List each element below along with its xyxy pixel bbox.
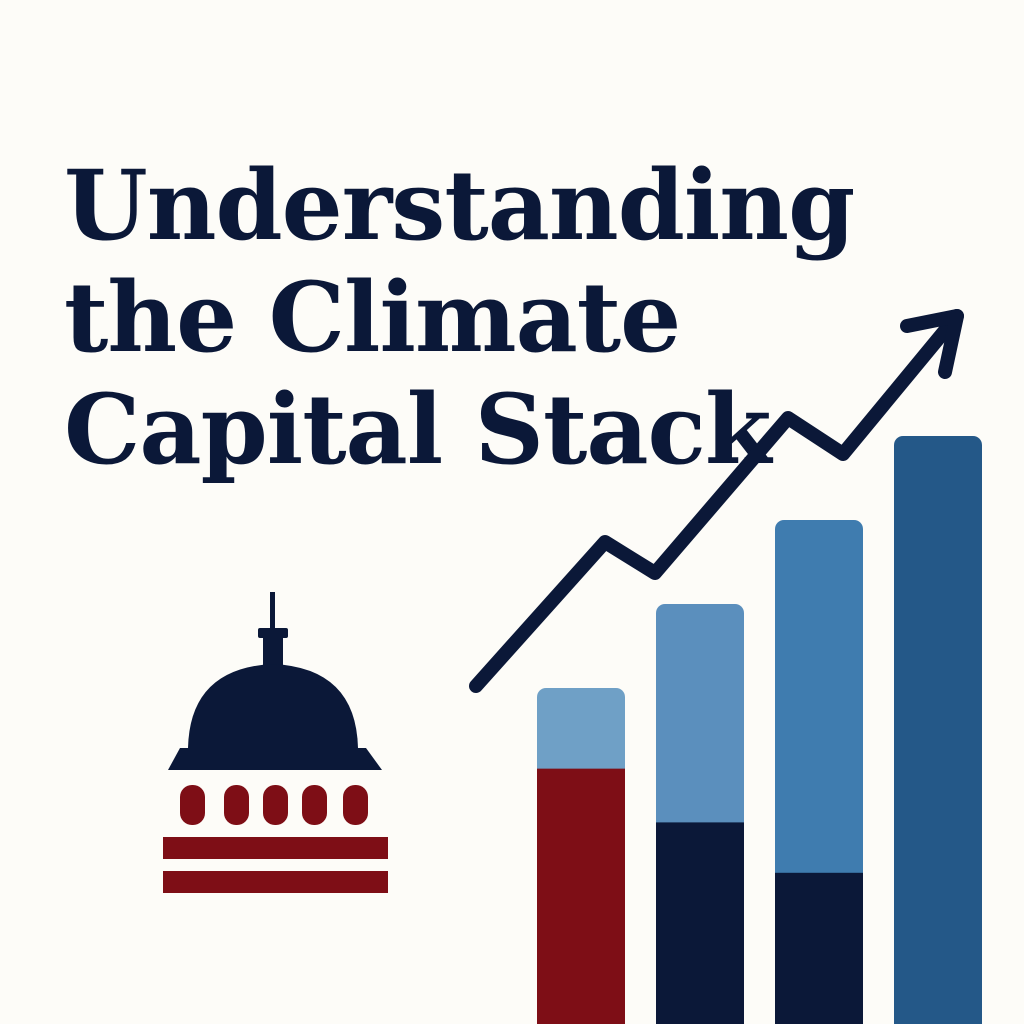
bar-1: [537, 688, 625, 1024]
bar-4: [894, 436, 982, 1024]
page-title: Understanding the Climate Capital Stack: [64, 149, 855, 486]
capitol-dome-icon: [163, 592, 388, 893]
bar-1-upper-segment: [537, 688, 625, 781]
bar-2-lower-segment: [656, 822, 744, 1024]
title-line-1: Understanding: [64, 149, 855, 262]
bar-3-lower-segment: [775, 872, 863, 1024]
bar-group: [537, 436, 982, 1024]
bar-3-upper-segment: [775, 520, 863, 885]
bar-1-lower-segment: [537, 768, 625, 1024]
bar-4-segment: [894, 436, 982, 1024]
bar-2: [656, 604, 744, 1024]
title-line-3: Capital Stack: [64, 373, 771, 486]
trend-arrow-icon: [469, 309, 964, 693]
bar-2-upper-segment: [656, 604, 744, 835]
bar-3: [775, 520, 863, 1024]
title-line-2: the Climate: [64, 261, 681, 374]
